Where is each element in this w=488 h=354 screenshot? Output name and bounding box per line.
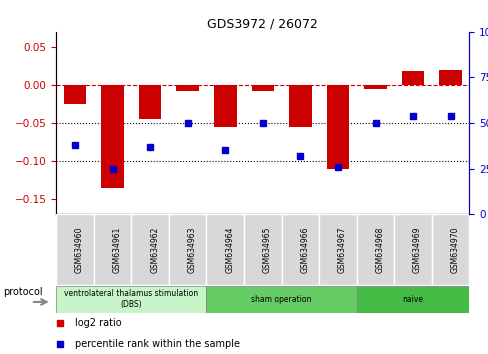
- Bar: [364, 85, 386, 89]
- Title: GDS3972 / 26072: GDS3972 / 26072: [207, 18, 318, 31]
- Bar: [139, 85, 161, 119]
- Text: GSM634960: GSM634960: [75, 226, 84, 273]
- FancyBboxPatch shape: [168, 214, 206, 285]
- FancyBboxPatch shape: [393, 214, 431, 285]
- FancyBboxPatch shape: [281, 214, 319, 285]
- Text: protocol: protocol: [3, 287, 42, 297]
- FancyBboxPatch shape: [56, 286, 206, 313]
- Text: GSM634970: GSM634970: [450, 226, 459, 273]
- Text: GSM634968: GSM634968: [375, 226, 384, 273]
- FancyBboxPatch shape: [206, 214, 244, 285]
- Text: GSM634962: GSM634962: [150, 226, 159, 273]
- Bar: [101, 85, 123, 188]
- Text: GSM634964: GSM634964: [225, 226, 234, 273]
- Text: naive: naive: [402, 295, 423, 304]
- Bar: [251, 85, 274, 91]
- Text: GSM634969: GSM634969: [412, 226, 421, 273]
- FancyBboxPatch shape: [244, 214, 281, 285]
- FancyBboxPatch shape: [94, 214, 131, 285]
- Text: ventrolateral thalamus stimulation
(DBS): ventrolateral thalamus stimulation (DBS): [64, 290, 198, 309]
- Text: GSM634961: GSM634961: [112, 226, 122, 273]
- FancyBboxPatch shape: [131, 214, 168, 285]
- Bar: [214, 85, 236, 127]
- Text: log2 ratio: log2 ratio: [75, 319, 121, 329]
- Text: GSM634965: GSM634965: [263, 226, 271, 273]
- Text: GSM634967: GSM634967: [337, 226, 346, 273]
- Bar: [401, 72, 424, 85]
- Text: GSM634963: GSM634963: [187, 226, 196, 273]
- Text: GSM634966: GSM634966: [300, 226, 309, 273]
- Bar: [63, 85, 86, 104]
- Bar: [288, 85, 311, 127]
- FancyBboxPatch shape: [356, 214, 393, 285]
- FancyBboxPatch shape: [56, 214, 94, 285]
- FancyBboxPatch shape: [431, 214, 468, 285]
- FancyBboxPatch shape: [356, 286, 468, 313]
- Bar: [439, 70, 461, 85]
- Text: percentile rank within the sample: percentile rank within the sample: [75, 339, 239, 349]
- FancyBboxPatch shape: [206, 286, 356, 313]
- Bar: [176, 85, 199, 91]
- Text: sham operation: sham operation: [251, 295, 311, 304]
- FancyBboxPatch shape: [319, 214, 356, 285]
- Bar: [326, 85, 348, 169]
